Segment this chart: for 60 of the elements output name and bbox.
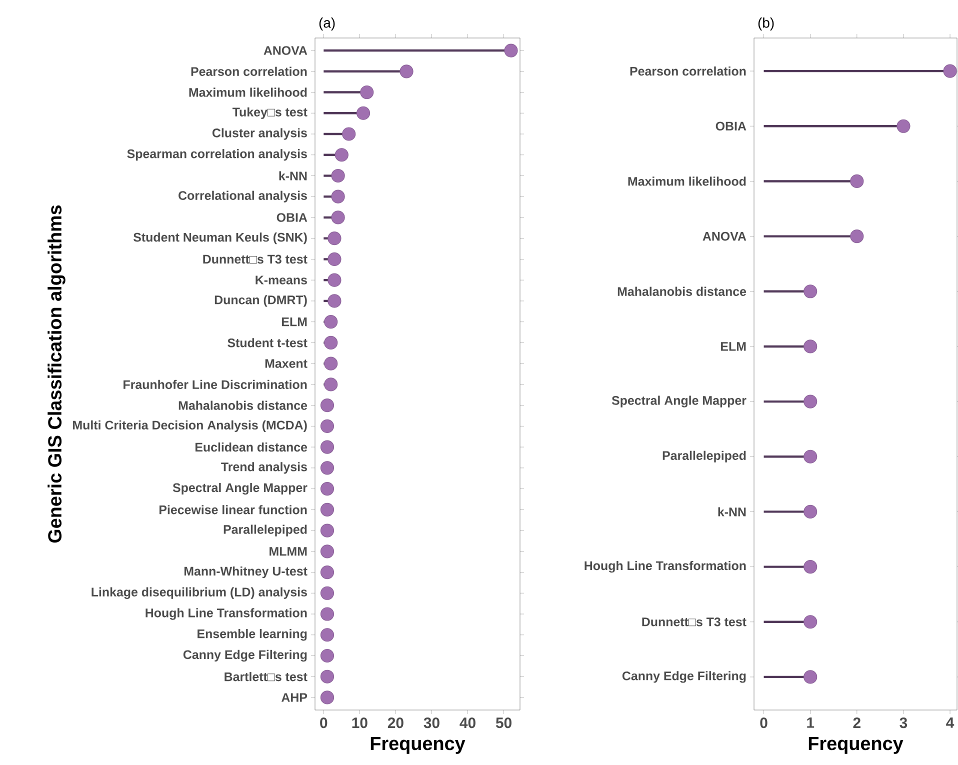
y-tick-label: K-means [256, 276, 307, 284]
x-axis-title: Frequency [370, 736, 466, 754]
y-tick-label: Parallelepiped [224, 524, 307, 536]
y-tick-label: OBIA [716, 122, 746, 131]
y-tick-label: Canny Edge Filtering [622, 671, 746, 683]
y-tick-label: Cluster analysis [212, 128, 307, 140]
y-tick-label: Maximum likelihood [189, 88, 307, 97]
y-tick-label: Tukey□s test [232, 107, 308, 119]
x-tick-label: 30 [424, 718, 440, 728]
y-tick-label: Multi Criteria Decision Analysis (MCDA) [73, 420, 307, 432]
y-tick-label: Spectral Angle Mapper [172, 482, 308, 495]
y-tick-label: Linkage disequilibrium (LD) analysis [92, 587, 307, 599]
y-tick-label: Pearson correlation [630, 66, 746, 76]
y-tick-label: Mann-Whitney U-test [184, 566, 308, 578]
y-tick-label: Hough Line Transformation [584, 560, 746, 573]
x-tick-label: 0 [320, 718, 328, 728]
y-tick-label: Piecewise linear function [160, 505, 307, 514]
y-tick-label: ANOVA [702, 232, 746, 241]
y-tick-label: Hough Line Transformation [146, 608, 307, 620]
x-tick-label: 10 [352, 718, 368, 728]
y-tick-label: Mahalanobis distance [618, 286, 746, 296]
x-tick-label: 2 [853, 718, 860, 728]
y-tick-label: AHP [282, 693, 308, 702]
y-tick-label: ANOVA [264, 46, 308, 55]
y-tick-label: Student Neuman Keuls (SNK) [133, 232, 307, 244]
y-tick-label: OBIA [276, 213, 308, 222]
y-tick-label: Maxent [265, 359, 308, 368]
y-tick-label: Spectral Angle Mapper [612, 396, 746, 408]
y-tick-label: Dunnett□s T3 test [642, 617, 746, 626]
x-tick-label: 50 [496, 718, 512, 728]
x-axis-title: Frequency [808, 736, 904, 754]
y-tick-label: Euclidean distance [196, 442, 308, 452]
x-tick-label: 4 [946, 718, 954, 728]
y-axis-title: Generic GIS Classification algorithms [48, 205, 66, 543]
y-tick-label: ELM [282, 318, 307, 326]
chart-title: (a) [319, 18, 335, 31]
y-tick-label: k-NN [718, 507, 746, 516]
y-tick-label: Student t-test [228, 338, 308, 348]
y-tick-label: Fraunhofer Line Discrimination [124, 380, 307, 390]
y-tick-label: Canny Edge Filtering [183, 650, 307, 662]
y-tick-label: Pearson correlation [191, 66, 307, 76]
y-tick-label: Spearman correlation analysis [127, 149, 307, 161]
y-tick-label: Duncan (DMRT) [214, 295, 307, 307]
x-tick-label: 0 [760, 718, 768, 728]
x-tick-label: 1 [807, 718, 814, 728]
y-tick-label: ELM [721, 342, 746, 351]
y-tick-label: Parallelepiped [662, 450, 746, 462]
y-tick-label: k-NN [279, 171, 307, 180]
y-tick-label: Trend analysis [221, 462, 307, 474]
x-tick-label: 20 [388, 718, 404, 728]
y-tick-label: Maximum likelihood [628, 176, 746, 186]
y-tick-label: Correlational analysis [178, 190, 307, 202]
y-tick-label: Dunnett□s T3 test [203, 254, 308, 264]
x-tick-label: 40 [460, 718, 476, 728]
y-tick-label: Ensemble learning [198, 629, 307, 641]
y-tick-label: MLMM [270, 547, 307, 556]
x-tick-label: 3 [900, 718, 908, 728]
y-tick-label: Mahalanobis distance [178, 400, 308, 410]
chart-title: (b) [758, 18, 774, 31]
y-tick-label: Bartlett□s test [224, 672, 308, 682]
